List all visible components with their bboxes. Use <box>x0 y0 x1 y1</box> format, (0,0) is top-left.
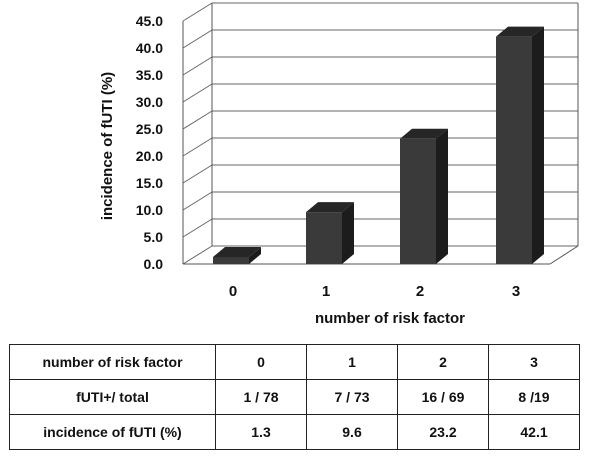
table-cell: 8 /19 <box>488 379 580 415</box>
x-category-label: 0 <box>229 283 237 300</box>
y-tick-label: 20.0 <box>136 148 163 164</box>
table-cell: 1 <box>306 344 398 380</box>
x-category-label: 1 <box>322 283 330 300</box>
table-cell: 1.3 <box>215 414 307 450</box>
table-row: incidence of fUTI (%) 1.3 9.6 23.2 42.1 <box>9 414 580 450</box>
table-cell: 2 <box>397 344 489 380</box>
bar-side <box>532 26 544 264</box>
row-label: incidence of fUTI (%) <box>9 414 216 450</box>
table-cell: 1 / 78 <box>215 379 307 415</box>
chart-svg: 0.0 5.0 10.0 15.0 20.0 25.0 30.0 35.0 40.0 45.0 0 1… <box>99 2 579 327</box>
table-row: number of risk factor 0 1 2 3 <box>9 344 580 380</box>
y-tick-label: 40.0 <box>136 40 163 56</box>
y-tick-label: 15.0 <box>136 175 163 191</box>
y-tick-label: 45.0 <box>136 13 163 29</box>
bar-front <box>306 212 342 264</box>
side-wall-gridline <box>182 164 213 184</box>
side-wall-gridline <box>182 2 213 22</box>
side-wall-gridline <box>182 110 213 130</box>
table-cell: 9.6 <box>306 414 398 450</box>
side-wall-gridline <box>182 191 213 211</box>
x-category-label: 3 <box>512 283 520 300</box>
y-tick-label: 10.0 <box>136 202 163 218</box>
bar-top <box>306 202 354 213</box>
side-wall-gridline <box>182 245 213 265</box>
row-label: number of risk factor <box>9 344 216 380</box>
table-row: fUTI+/ total 1 / 78 7 / 73 16 / 69 8 /19 <box>9 379 580 415</box>
side-wall-gridline <box>182 218 213 238</box>
floor-right-edge <box>549 245 579 265</box>
table-cell: 42.1 <box>488 414 580 450</box>
bar-side <box>249 246 261 264</box>
y-tick-label: 25.0 <box>136 121 163 137</box>
row-label: fUTI+/ total <box>9 379 216 415</box>
bar-front <box>400 138 436 264</box>
bar-side <box>342 202 354 264</box>
bar-front <box>496 36 532 264</box>
bar-front <box>213 256 249 264</box>
bar-chart: 0.0 5.0 10.0 15.0 20.0 25.0 30.0 35.0 40.0 45.0 0 1… <box>99 2 579 327</box>
bar-top <box>496 26 544 37</box>
side-wall-gridline <box>182 29 213 49</box>
data-table: number of risk factor 0 1 2 3 fUTI+/ tot… <box>9 344 580 450</box>
y-axis-title: incidence of fUTI (%) <box>99 72 116 220</box>
table-cell: 23.2 <box>397 414 489 450</box>
y-tick-label: 5.0 <box>144 229 164 245</box>
table-cell: 7 / 73 <box>306 379 398 415</box>
bar-side <box>436 128 448 264</box>
x-category-label: 2 <box>416 283 424 300</box>
table-cell: 0 <box>215 344 307 380</box>
y-tick-label: 30.0 <box>136 94 163 110</box>
y-tick-label: 35.0 <box>136 67 163 83</box>
x-axis-title: number of risk factor <box>315 310 465 327</box>
table-cell: 3 <box>488 344 580 380</box>
table-cell: 16 / 69 <box>397 379 489 415</box>
y-tick-label: 0.0 <box>144 256 164 272</box>
bar-top <box>213 246 261 257</box>
bar-top <box>400 128 448 139</box>
side-wall-gridline <box>182 83 213 103</box>
side-wall-gridline <box>182 137 213 157</box>
side-wall-gridline <box>182 56 213 76</box>
